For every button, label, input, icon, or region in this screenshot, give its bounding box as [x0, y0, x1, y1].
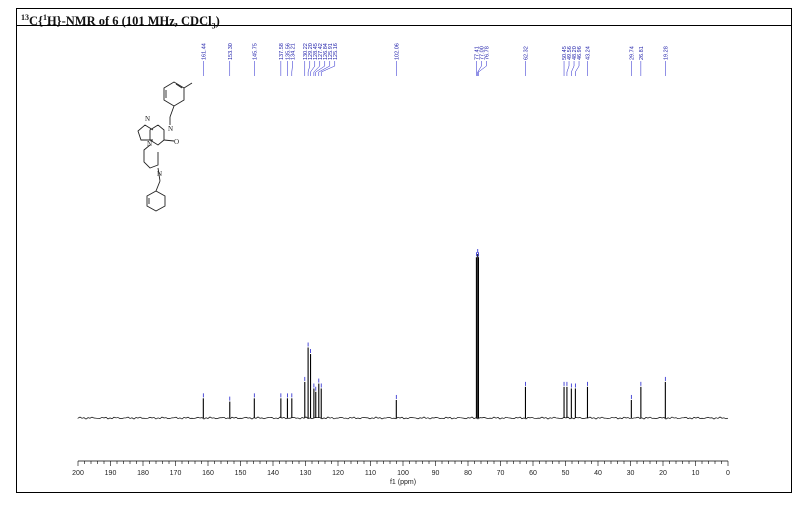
x-tick-label: 100 — [397, 470, 409, 477]
peak-label-leader — [291, 61, 293, 76]
peak-shift-label: 126.84 — [323, 43, 329, 60]
peak-shift-label: 26.81 — [639, 46, 645, 60]
peak-shift-label: 77.00 — [479, 46, 485, 60]
peak-shift-label: 145.75 — [252, 43, 258, 60]
title-bar: 13C{1H}-NMR of 6 (101 MHz, CDCl3) — [16, 8, 792, 31]
x-tick-label: 130 — [300, 470, 312, 477]
structure-atom-n4: N — [157, 170, 162, 178]
peak-label-leader — [477, 61, 482, 76]
chart-title: 13C{1H}-NMR of 6 (101 MHz, CDCl3) — [21, 13, 220, 31]
peak-label-layer: 161.44 153.30 145.75 137.58 135.56 134.21 130.… — [201, 43, 669, 76]
peak-label-leader — [307, 61, 311, 76]
peak-shift-label: 102.06 — [394, 43, 400, 60]
x-axis: 200 190 180 170 160 150 140 130 120 110 100 90 80 70 6… — [72, 460, 730, 477]
peak-shift-label: 50.45 — [562, 46, 568, 60]
peak-shift-label: 130.22 — [303, 43, 309, 60]
x-tick-label: 20 — [659, 470, 667, 477]
peak-shift-label: 125.91 — [328, 43, 334, 60]
peak-label-leader — [566, 61, 570, 76]
peak-shift-label: 128.45 — [313, 43, 319, 60]
structure-atom-o: O — [174, 138, 179, 146]
structure-atom-n2: N — [168, 125, 173, 133]
peak-label-leader — [575, 61, 580, 76]
x-tick-label: 150 — [235, 470, 247, 477]
peak-shift-label: 46.96 — [577, 46, 583, 60]
peak-shift-label: 48.20 — [572, 46, 578, 60]
spectrum-layer — [77, 249, 729, 420]
peak-label-leader — [320, 61, 336, 76]
peak-shift-label: 19.28 — [663, 46, 669, 60]
x-tick-label: 90 — [432, 470, 440, 477]
x-tick-label: 80 — [464, 470, 472, 477]
x-tick-label: 190 — [105, 470, 117, 477]
peak-shift-label: 153.30 — [228, 43, 234, 60]
peak-label-leader — [313, 61, 321, 76]
peak-shift-label: 62.32 — [523, 46, 529, 60]
chemical-structure — [137, 81, 193, 212]
peak-shift-label: 134.21 — [290, 43, 296, 60]
x-tick-label: 40 — [594, 470, 602, 477]
peak-label-leader — [478, 61, 487, 76]
peak-label-leader — [318, 61, 331, 76]
peak-shift-label: 49.56 — [567, 46, 573, 60]
peak-shift-label: 43.24 — [585, 46, 591, 60]
x-axis-title: f1 (ppm) — [390, 479, 416, 486]
peak-shift-label: 125.16 — [333, 43, 339, 60]
peak-shift-label: 77.41 — [474, 46, 480, 60]
x-tick-label: 10 — [692, 470, 700, 477]
structure-atom-n1: N — [145, 115, 150, 123]
peak-shift-label: 137.58 — [279, 43, 285, 60]
peak-label-leader — [571, 61, 575, 76]
structure-atom-n3: N — [147, 140, 152, 148]
spectrum-baseline — [77, 416, 729, 420]
peak-label-leader — [310, 61, 316, 76]
peak-shift-label: 161.44 — [201, 43, 207, 60]
x-tick-label: 180 — [137, 470, 149, 477]
plot-frame — [16, 25, 792, 493]
x-tick-label: 0 — [726, 470, 730, 477]
x-tick-label: 200 — [72, 470, 84, 477]
x-tick-label: 140 — [267, 470, 279, 477]
x-tick-label: 110 — [365, 470, 376, 477]
peak-shift-label: 76.78 — [484, 46, 490, 60]
x-tick-label: 50 — [562, 470, 570, 477]
x-tick-label: 120 — [332, 470, 344, 477]
peak-label-leader — [315, 61, 326, 76]
peak-shift-label: 29.74 — [629, 46, 635, 60]
peak-shift-label: 135.56 — [285, 43, 291, 60]
x-tick-label: 160 — [202, 470, 214, 477]
x-tick-label: 60 — [529, 470, 537, 477]
x-tick-label: 30 — [627, 470, 635, 477]
peak-shift-label: 127.42 — [318, 43, 324, 60]
x-tick-label: 170 — [170, 470, 182, 477]
peak-shift-label: 129.20 — [308, 43, 314, 60]
x-tick-label: 70 — [497, 470, 505, 477]
